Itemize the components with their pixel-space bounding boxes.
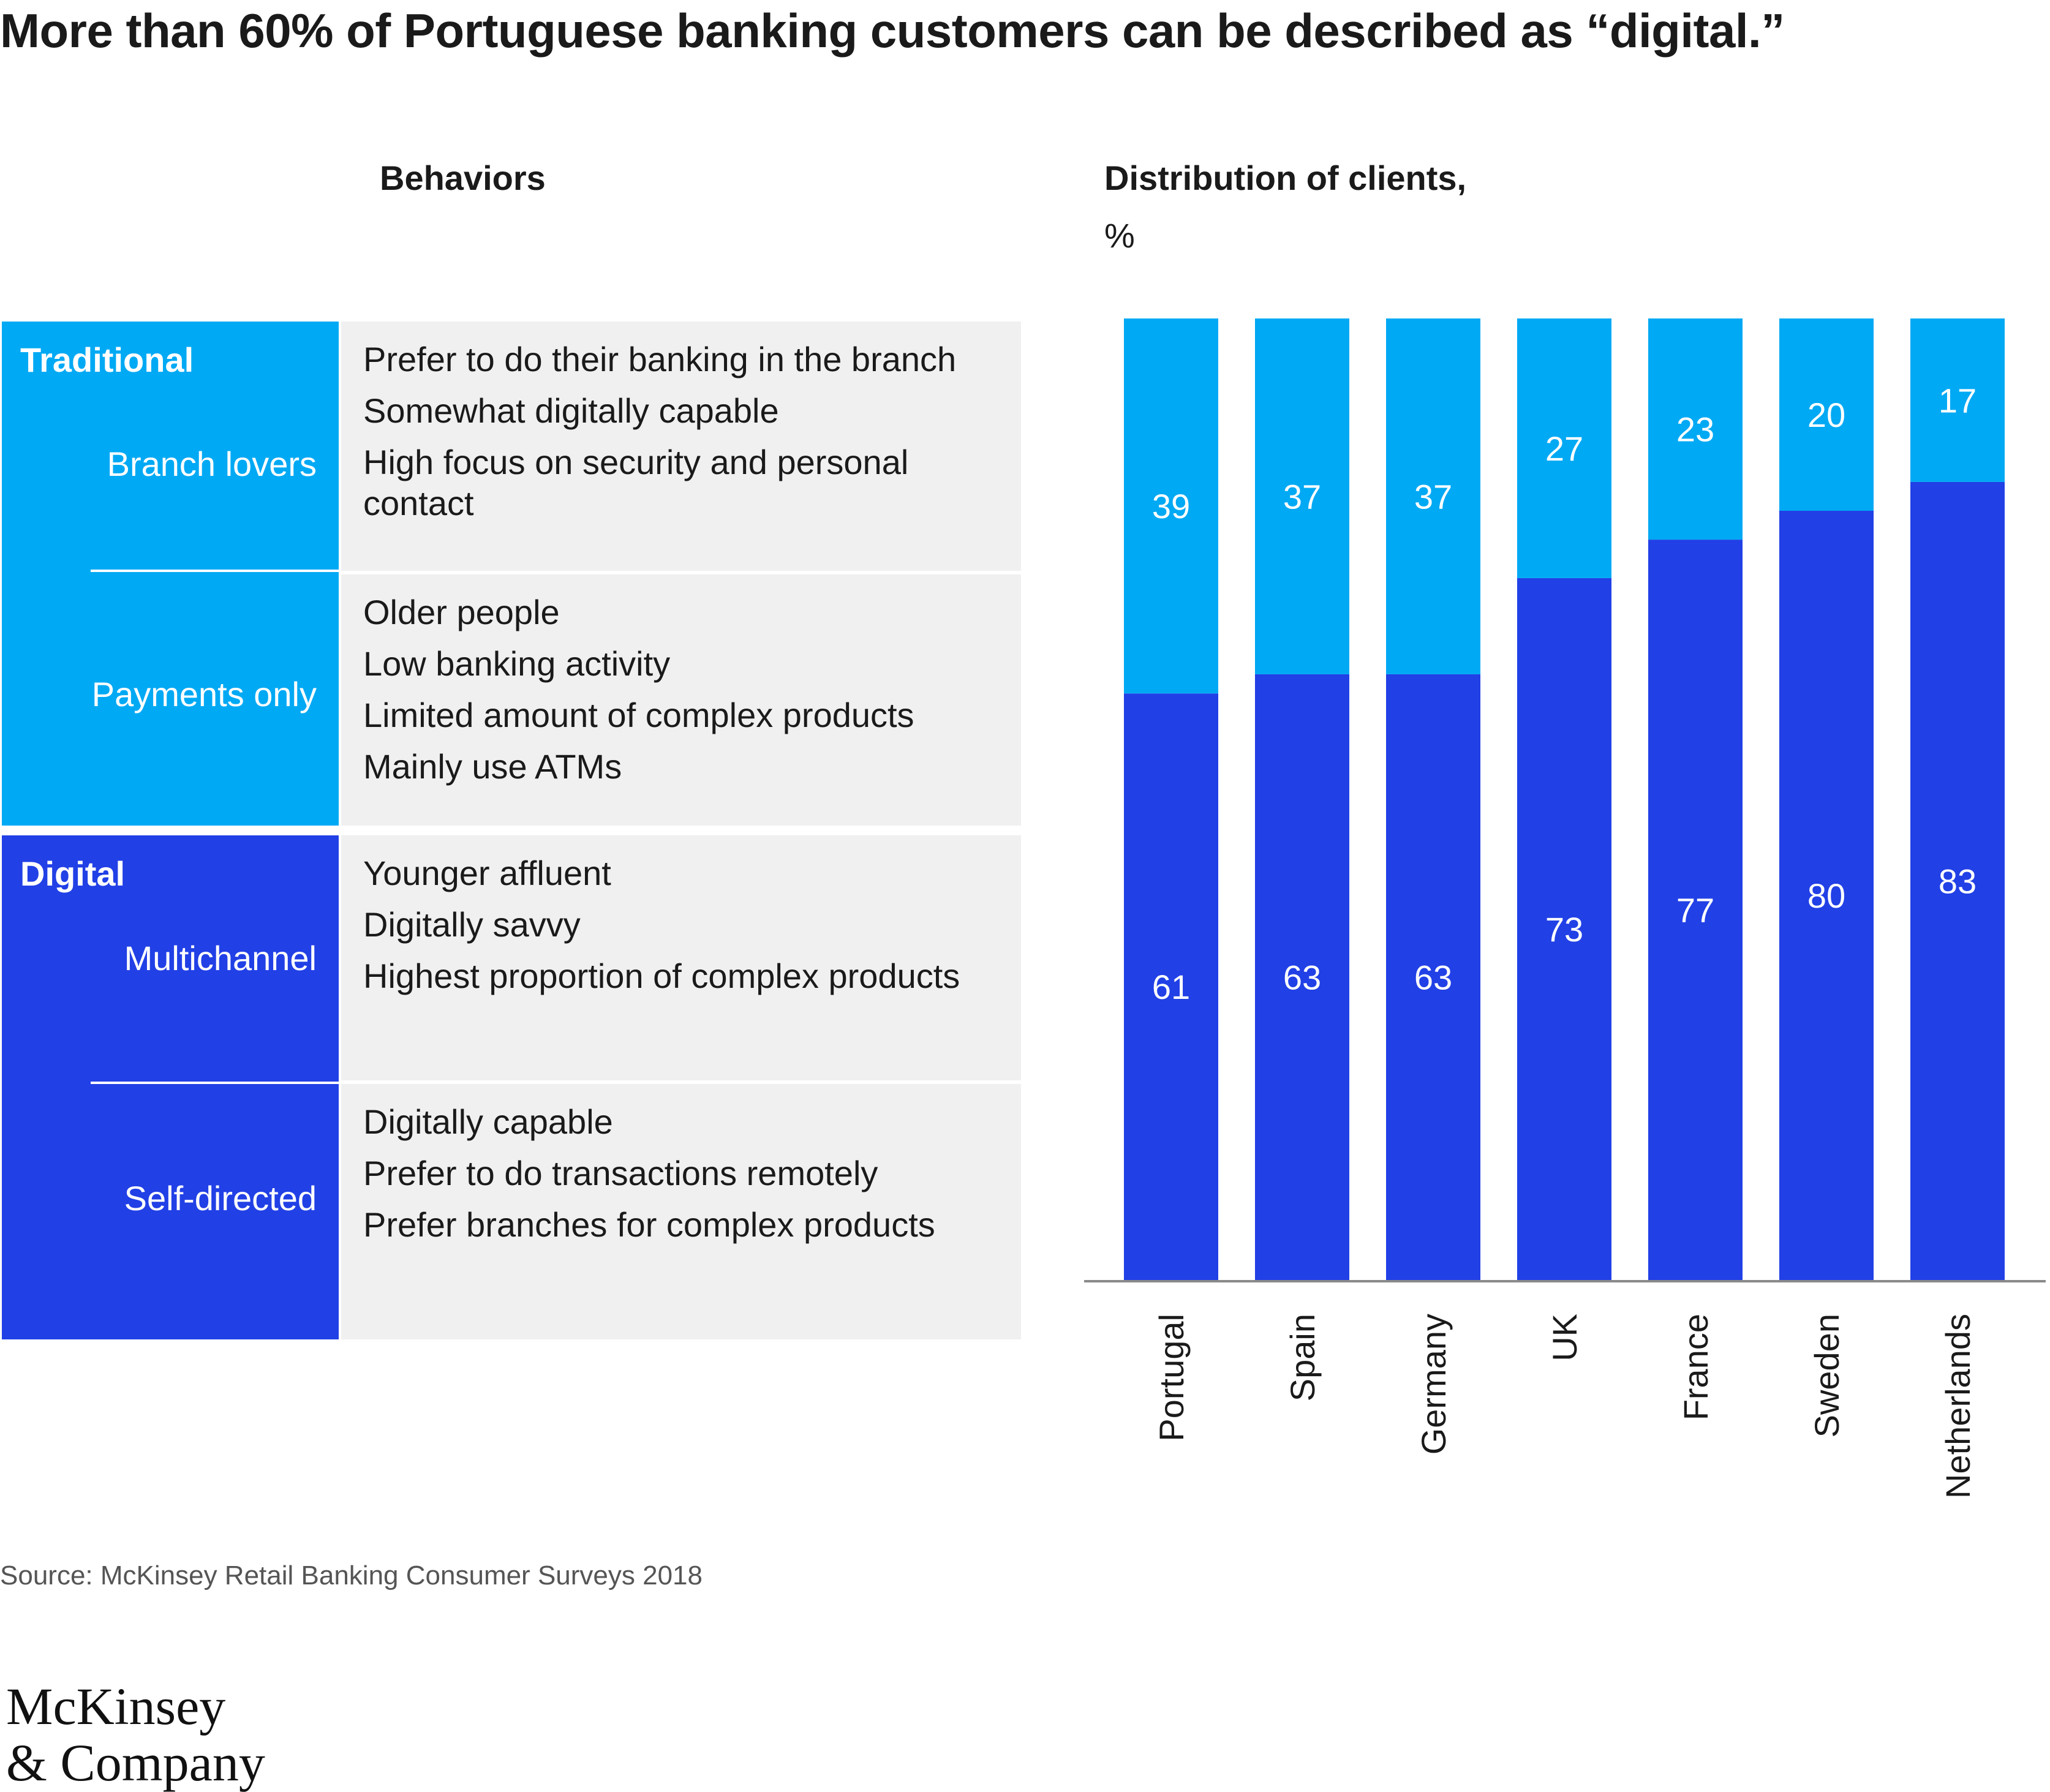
- bar-segment-digital: [1386, 674, 1480, 1280]
- distribution-unit: %: [1104, 216, 1135, 255]
- x-tick-label: Spain: [1283, 1314, 1322, 1401]
- behaviors-branch-lovers: Prefer to do their banking in the branch…: [341, 322, 1021, 572]
- traditional-group-block: Traditional Branch lovers Payments only: [2, 322, 339, 826]
- data-label-digital: 61: [1152, 968, 1190, 1006]
- behavior-item: Prefer to do their banking in the branch: [363, 340, 957, 378]
- segment-name-self-directed: Self-directed: [124, 1179, 317, 1218]
- behavior-item: Younger affluent: [363, 854, 611, 892]
- logo-line-2: & Company: [6, 1733, 265, 1792]
- data-label-traditional: 37: [1283, 477, 1321, 516]
- data-label-traditional: 39: [1152, 487, 1190, 525]
- behavior-item: Digitally capable: [363, 1102, 613, 1141]
- bar-segment-traditional: [1124, 318, 1218, 694]
- data-label-traditional: 17: [1939, 381, 1977, 420]
- segment-divider: [91, 570, 339, 572]
- segment-name-payments-only: Payments only: [91, 675, 317, 713]
- bar-segment-digital: [1779, 511, 1874, 1280]
- bar-segment-traditional: [1255, 318, 1349, 674]
- segment-name-branch-lovers: Branch lovers: [107, 445, 317, 483]
- logo-line-1: McKinsey: [6, 1677, 226, 1736]
- behavior-item: Mainly use ATMs: [363, 747, 622, 786]
- behavior-item: Prefer branches for complex products: [363, 1205, 935, 1244]
- x-tick-label: UK: [1545, 1314, 1584, 1361]
- behavior-item: Limited amount of complex products: [363, 696, 914, 734]
- segment-divider: [91, 1082, 339, 1084]
- behaviors-multichannel: Younger affluent Digitally savvy Highest…: [341, 835, 1021, 1080]
- behavior-item: Older people: [363, 593, 560, 631]
- data-label-digital: 83: [1939, 862, 1977, 900]
- digital-group-block: Digital Multichannel Self-directed: [2, 835, 339, 1339]
- behavior-item: Highest proportion of complex products: [363, 957, 960, 995]
- traditional-group-label: Traditional: [20, 341, 194, 379]
- behavior-item: High focus on security and personal cont…: [363, 443, 909, 522]
- bar-segment-traditional: [1910, 318, 2005, 482]
- distribution-header: Distribution of clients,: [1104, 159, 1467, 197]
- bar-segment-traditional: [1648, 318, 1743, 540]
- behavior-item: Digitally savvy: [363, 905, 581, 944]
- x-tick-label: France: [1676, 1314, 1715, 1420]
- bar-segment-digital: [1648, 540, 1743, 1280]
- data-label-traditional: 20: [1807, 396, 1845, 434]
- x-tick-label: Sweden: [1807, 1314, 1846, 1437]
- data-label-digital: 63: [1414, 958, 1452, 996]
- behaviors-header: Behaviors: [380, 159, 546, 197]
- mckinsey-logo: McKinsey & Company: [6, 1678, 265, 1791]
- bar-segment-digital: [1124, 693, 1218, 1280]
- segment-name-multichannel: Multichannel: [124, 939, 317, 977]
- x-tick-label: Germany: [1414, 1314, 1453, 1455]
- data-label-digital: 77: [1676, 891, 1714, 930]
- behaviors-self-directed: Digitally capable Prefer to do transacti…: [341, 1084, 1021, 1339]
- data-label-digital: 73: [1545, 910, 1583, 949]
- behavior-item: Somewhat digitally capable: [363, 391, 779, 430]
- bar-segment-traditional: [1517, 318, 1611, 578]
- stacked-bar-chart: 61 39 Portugal 63 37 Spain 63 37 Germany 73 27 UK 77…: [1084, 318, 2046, 1499]
- data-label-traditional: 27: [1545, 429, 1583, 468]
- chart-title: More than 60% of Portuguese banking cust…: [0, 4, 1785, 58]
- behavior-separator: [341, 1080, 1021, 1084]
- bar-segment-traditional: [1386, 318, 1480, 674]
- data-label-traditional: 37: [1414, 477, 1452, 516]
- x-tick-label: Portugal: [1152, 1314, 1191, 1442]
- data-label-digital: 63: [1283, 958, 1321, 996]
- behaviors-payments-only: Older people Low banking activity Limite…: [341, 574, 1021, 826]
- source-note: Source: McKinsey Retail Banking Consumer…: [0, 1560, 703, 1591]
- bar-segment-traditional: [1779, 318, 1874, 511]
- data-label-digital: 80: [1807, 876, 1845, 915]
- x-tick-label: Netherlands: [1939, 1314, 1977, 1499]
- bar-segment-digital: [1910, 481, 2005, 1280]
- bar-segment-digital: [1255, 674, 1349, 1280]
- behavior-separator: [341, 571, 1021, 574]
- behavior-item: Low banking activity: [363, 644, 671, 683]
- behavior-item: Prefer to do transactions remotely: [363, 1154, 878, 1192]
- data-label-traditional: 23: [1676, 410, 1714, 449]
- digital-group-label: Digital: [20, 854, 126, 893]
- bar-segment-digital: [1517, 578, 1611, 1280]
